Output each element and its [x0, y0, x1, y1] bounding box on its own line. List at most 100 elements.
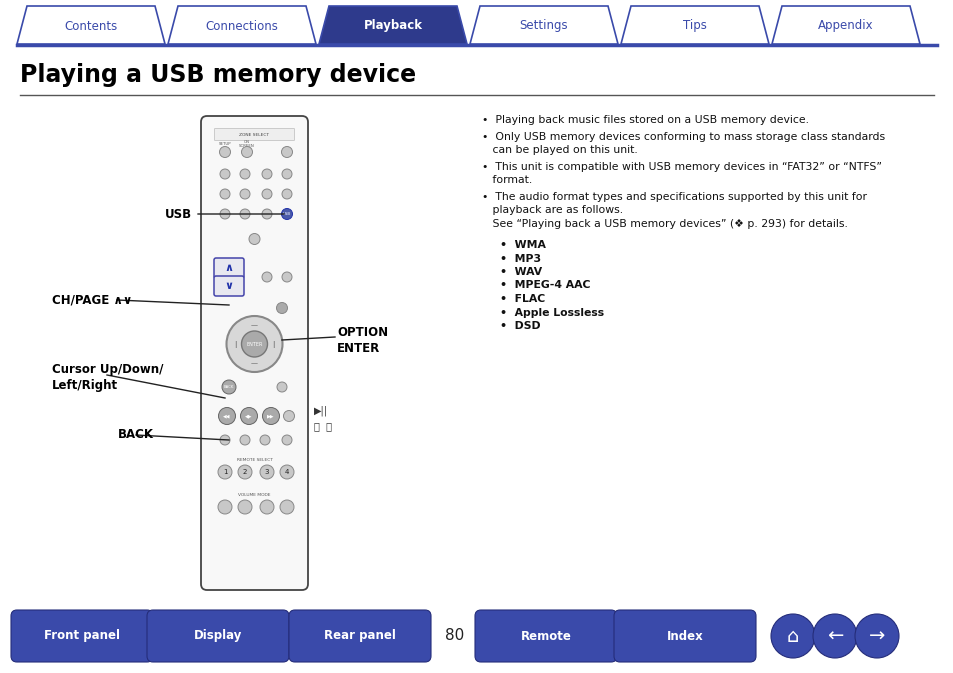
FancyBboxPatch shape: [214, 129, 294, 141]
Text: •  The audio format types and specifications supported by this unit for: • The audio format types and specificati…: [481, 192, 866, 201]
Circle shape: [281, 209, 293, 219]
Text: •  DSD: • DSD: [499, 321, 540, 331]
Text: |: |: [272, 341, 274, 347]
Text: USB: USB: [165, 207, 192, 221]
Circle shape: [220, 189, 230, 199]
FancyBboxPatch shape: [213, 276, 244, 296]
Text: Remote: Remote: [520, 629, 571, 643]
Text: Contents: Contents: [64, 20, 117, 32]
Polygon shape: [470, 6, 618, 44]
FancyBboxPatch shape: [475, 610, 617, 662]
Text: See “Playing back a USB memory devices” (❖ p. 293) for details.: See “Playing back a USB memory devices” …: [481, 219, 847, 229]
Text: 2: 2: [243, 469, 247, 475]
Text: ⌂: ⌂: [786, 627, 799, 645]
Circle shape: [237, 465, 252, 479]
Circle shape: [276, 302, 287, 314]
Text: VOLUME MODE: VOLUME MODE: [238, 493, 271, 497]
Text: ∨: ∨: [224, 281, 233, 291]
Circle shape: [280, 465, 294, 479]
Text: 80: 80: [445, 629, 464, 643]
Polygon shape: [168, 6, 315, 44]
Circle shape: [240, 407, 257, 425]
Text: Tips: Tips: [682, 20, 706, 32]
Text: Display: Display: [193, 629, 242, 643]
Text: —: —: [251, 322, 257, 328]
Circle shape: [240, 435, 250, 445]
Circle shape: [854, 614, 898, 658]
Text: ⏮  ⏭: ⏮ ⏭: [314, 421, 332, 431]
Circle shape: [262, 272, 272, 282]
FancyBboxPatch shape: [213, 258, 244, 278]
Text: USB: USB: [283, 212, 291, 216]
Circle shape: [218, 465, 232, 479]
Circle shape: [260, 500, 274, 514]
Polygon shape: [620, 6, 768, 44]
Text: ▶▶: ▶▶: [267, 413, 274, 419]
Text: →: →: [868, 627, 884, 645]
Circle shape: [262, 407, 279, 425]
Circle shape: [276, 382, 287, 392]
Text: •  MP3: • MP3: [499, 254, 540, 264]
Polygon shape: [771, 6, 919, 44]
Text: 3: 3: [265, 469, 269, 475]
Circle shape: [260, 465, 274, 479]
Text: 1: 1: [222, 469, 227, 475]
FancyBboxPatch shape: [201, 116, 308, 590]
Circle shape: [282, 272, 292, 282]
Polygon shape: [318, 6, 467, 44]
Text: •  Only USB memory devices conforming to mass storage class standards: • Only USB memory devices conforming to …: [481, 131, 884, 141]
Text: playback are as follows.: playback are as follows.: [481, 205, 622, 215]
Text: ◀◀: ◀◀: [223, 413, 231, 419]
Circle shape: [282, 435, 292, 445]
Circle shape: [280, 500, 294, 514]
FancyBboxPatch shape: [147, 610, 289, 662]
Text: |: |: [234, 341, 236, 347]
Circle shape: [226, 316, 282, 372]
Text: Rear panel: Rear panel: [324, 629, 395, 643]
Circle shape: [240, 169, 250, 179]
Text: ←: ←: [826, 627, 842, 645]
Text: Left/Right: Left/Right: [52, 378, 118, 392]
Text: OPTION: OPTION: [336, 326, 388, 339]
Text: •  Playing back music files stored on a USB memory device.: • Playing back music files stored on a U…: [481, 115, 808, 125]
Text: —: —: [251, 360, 257, 366]
Circle shape: [240, 209, 250, 219]
Text: ZONE SELECT: ZONE SELECT: [239, 133, 269, 137]
Text: BACK: BACK: [118, 429, 153, 441]
Text: Appendix: Appendix: [818, 20, 873, 32]
Circle shape: [281, 147, 293, 157]
FancyBboxPatch shape: [614, 610, 755, 662]
Text: ENTER: ENTER: [246, 341, 262, 347]
Circle shape: [262, 169, 272, 179]
Circle shape: [260, 435, 270, 445]
Text: Cursor Up/Down/: Cursor Up/Down/: [52, 363, 163, 376]
Text: ▶||: ▶||: [314, 406, 328, 416]
FancyBboxPatch shape: [11, 610, 152, 662]
Text: •  WMA: • WMA: [499, 240, 545, 250]
Circle shape: [262, 189, 272, 199]
Text: Connections: Connections: [205, 20, 278, 32]
Circle shape: [220, 209, 230, 219]
Circle shape: [218, 407, 235, 425]
Text: BACK: BACK: [224, 385, 233, 389]
Text: REMOTE SELECT: REMOTE SELECT: [236, 458, 273, 462]
Text: Front panel: Front panel: [44, 629, 120, 643]
Circle shape: [282, 189, 292, 199]
Circle shape: [241, 147, 253, 157]
Text: ∧: ∧: [224, 263, 233, 273]
Text: ◀▶: ◀▶: [245, 413, 253, 419]
Text: •  This unit is compatible with USB memory devices in “FAT32” or “NTFS”: • This unit is compatible with USB memor…: [481, 162, 882, 172]
Text: ENTER: ENTER: [336, 341, 380, 355]
Text: 4: 4: [285, 469, 289, 475]
Text: ON
SCREEN: ON SCREEN: [239, 140, 254, 148]
Text: can be played on this unit.: can be played on this unit.: [481, 145, 638, 155]
Circle shape: [218, 500, 232, 514]
Text: •  MPEG-4 AAC: • MPEG-4 AAC: [499, 281, 590, 291]
Circle shape: [262, 209, 272, 219]
Circle shape: [220, 169, 230, 179]
Text: •  FLAC: • FLAC: [499, 294, 545, 304]
FancyBboxPatch shape: [289, 610, 431, 662]
Text: •  WAV: • WAV: [499, 267, 541, 277]
Text: format.: format.: [481, 175, 532, 185]
Circle shape: [249, 234, 260, 244]
